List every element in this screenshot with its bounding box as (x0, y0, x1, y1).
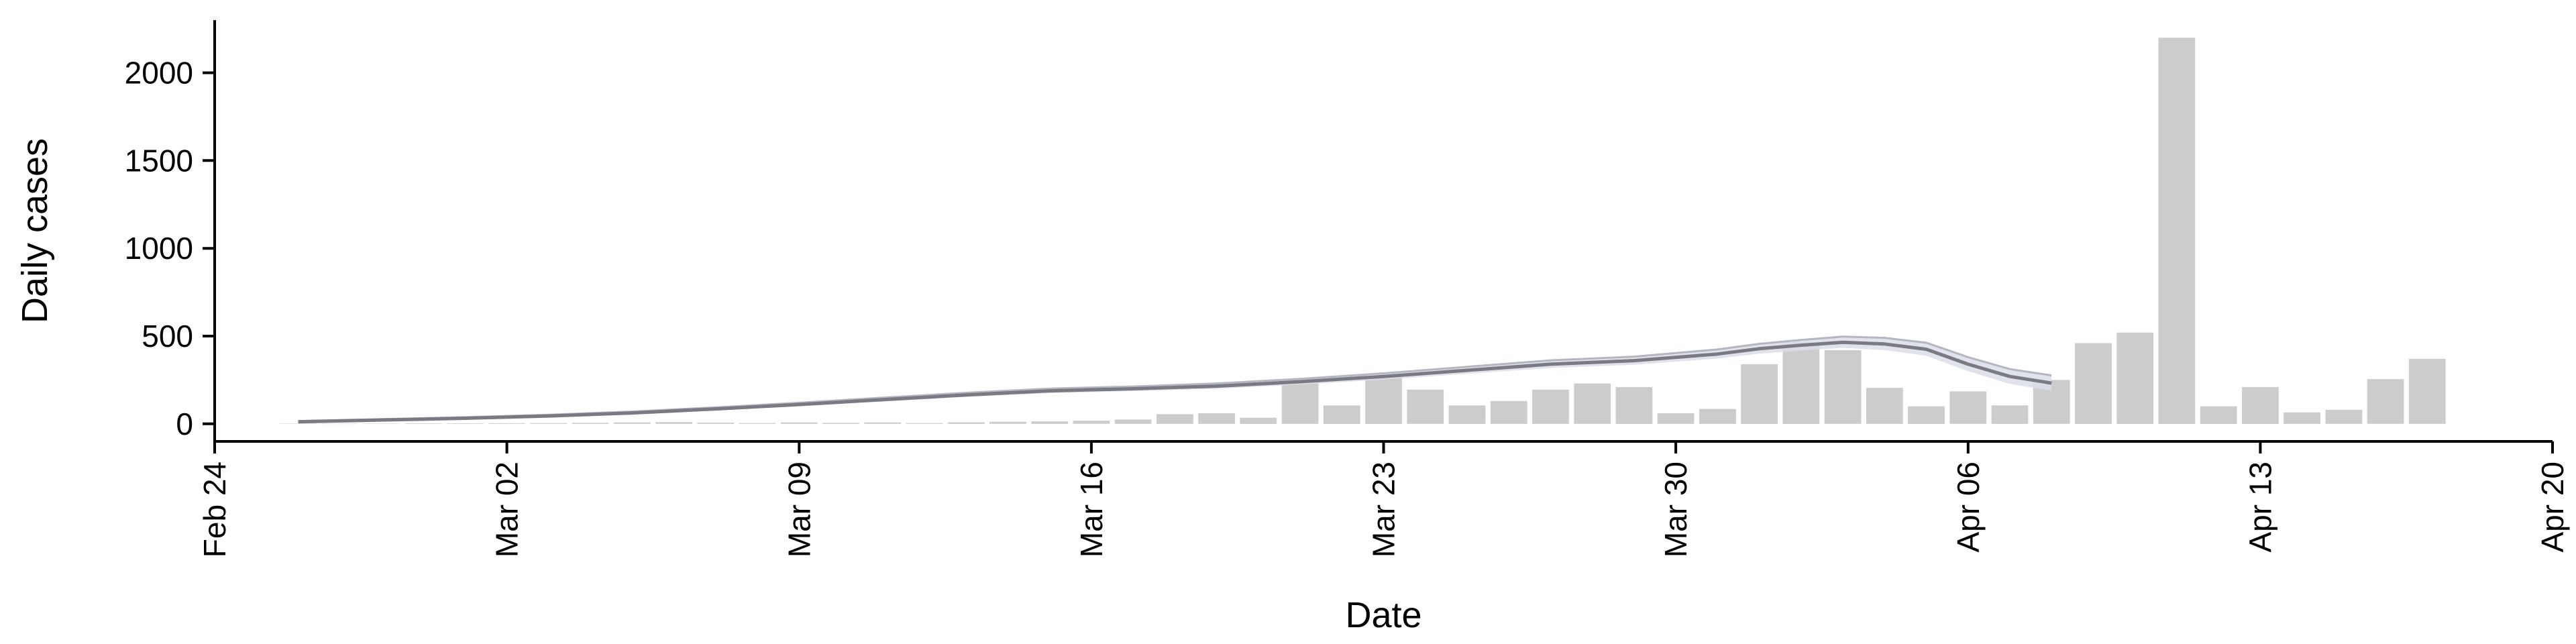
bar-2020-02-26 (280, 423, 317, 424)
bar-2020-04-01 (1741, 364, 1778, 424)
x-tick-label: Mar 16 (1074, 462, 1109, 557)
bar-2020-03-11 (864, 422, 902, 424)
bar-2020-04-14 (2284, 412, 2320, 424)
y-tick-label: 1500 (125, 143, 193, 178)
bar-2020-04-09 (2075, 343, 2112, 424)
bar-2020-03-16 (1073, 421, 1110, 424)
bar-2020-03-19 (1198, 413, 1235, 424)
bar-2020-04-16 (2367, 379, 2404, 424)
y-axis-title: Daily cases (15, 138, 55, 323)
bar-2020-03-06 (655, 422, 692, 424)
x-axis-title: Date (1345, 595, 1421, 635)
bar-2020-03-20 (1240, 417, 1277, 424)
bar-2020-03-25 (1448, 405, 1486, 424)
bar-2020-03-17 (1114, 419, 1152, 424)
x-tick-label: Mar 30 (1658, 462, 1693, 557)
x-tick-label: Mar 09 (782, 462, 816, 557)
y-tick-label: 1000 (125, 231, 193, 266)
bar-2020-03-01 (447, 423, 484, 424)
bar-2020-03-28 (1574, 383, 1611, 424)
x-ticks-layer: Feb 24 Mar 02 Mar 09 Mar 16 Mar 23 Mar 30 Apr … (197, 441, 2570, 557)
bar-2020-04-17 (2408, 359, 2446, 424)
trend-mean-line (298, 340, 2052, 424)
bar-2020-04-12 (2200, 406, 2237, 424)
bar-2020-03-18 (1157, 414, 1193, 424)
bar-2020-03-22 (1323, 405, 1360, 424)
bar-2020-03-30 (1657, 413, 1695, 424)
bar-2020-03-27 (1532, 389, 1569, 424)
y-tick-label: 0 (176, 407, 193, 441)
x-tick-label: Apr 13 (2243, 462, 2277, 553)
x-tick-label: Feb 24 (197, 462, 232, 557)
y-tick-label: 500 (142, 319, 193, 354)
bar-2020-04-06 (1949, 391, 1987, 424)
bar-2020-04-10 (2116, 332, 2154, 424)
bar-2020-03-12 (906, 423, 943, 424)
bar-2020-02-28 (363, 423, 400, 424)
bar-2020-04-15 (2325, 409, 2363, 424)
x-tick-label: Apr 06 (1951, 462, 1986, 553)
bar-2020-03-29 (1615, 386, 1653, 424)
y-ticks-layer: 0 500 1000 1500 2000 (125, 56, 215, 441)
x-tick-label: Mar 23 (1366, 462, 1401, 557)
bar-2020-03-14 (989, 421, 1026, 424)
y-tick-label: 2000 (125, 56, 193, 91)
bars-layer (280, 38, 2446, 425)
x-tick-label: Mar 02 (490, 462, 525, 557)
bar-2020-03-24 (1407, 389, 1444, 424)
bar-2020-03-13 (947, 422, 985, 424)
bar-2020-04-02 (1782, 342, 1820, 424)
bar-2020-03-08 (739, 423, 776, 424)
bar-2020-03-10 (822, 423, 859, 424)
bar-2020-03-05 (613, 422, 651, 424)
bar-2020-02-29 (405, 423, 442, 424)
trend-layer (298, 335, 2052, 424)
bar-2020-03-31 (1699, 409, 1736, 424)
bar-2020-04-03 (1824, 350, 1862, 424)
bar-2020-03-02 (488, 423, 525, 424)
bar-2020-03-07 (697, 423, 735, 424)
bar-2020-03-04 (572, 423, 609, 424)
bar-2020-02-27 (321, 423, 359, 425)
bar-2020-04-05 (1908, 406, 1945, 424)
x-tick-label: Apr 20 (2535, 462, 2570, 553)
bar-2020-04-07 (1991, 405, 2029, 424)
bar-2020-03-23 (1365, 376, 1402, 424)
bar-2020-03-03 (530, 423, 568, 424)
bar-2020-03-26 (1490, 400, 1527, 424)
bar-2020-04-11 (2158, 38, 2196, 424)
bar-2020-04-04 (1866, 388, 1903, 424)
bar-2020-03-21 (1281, 380, 1319, 424)
bar-2020-03-15 (1031, 421, 1069, 424)
bar-2020-03-09 (780, 422, 818, 424)
bar-2020-04-13 (2242, 386, 2279, 424)
